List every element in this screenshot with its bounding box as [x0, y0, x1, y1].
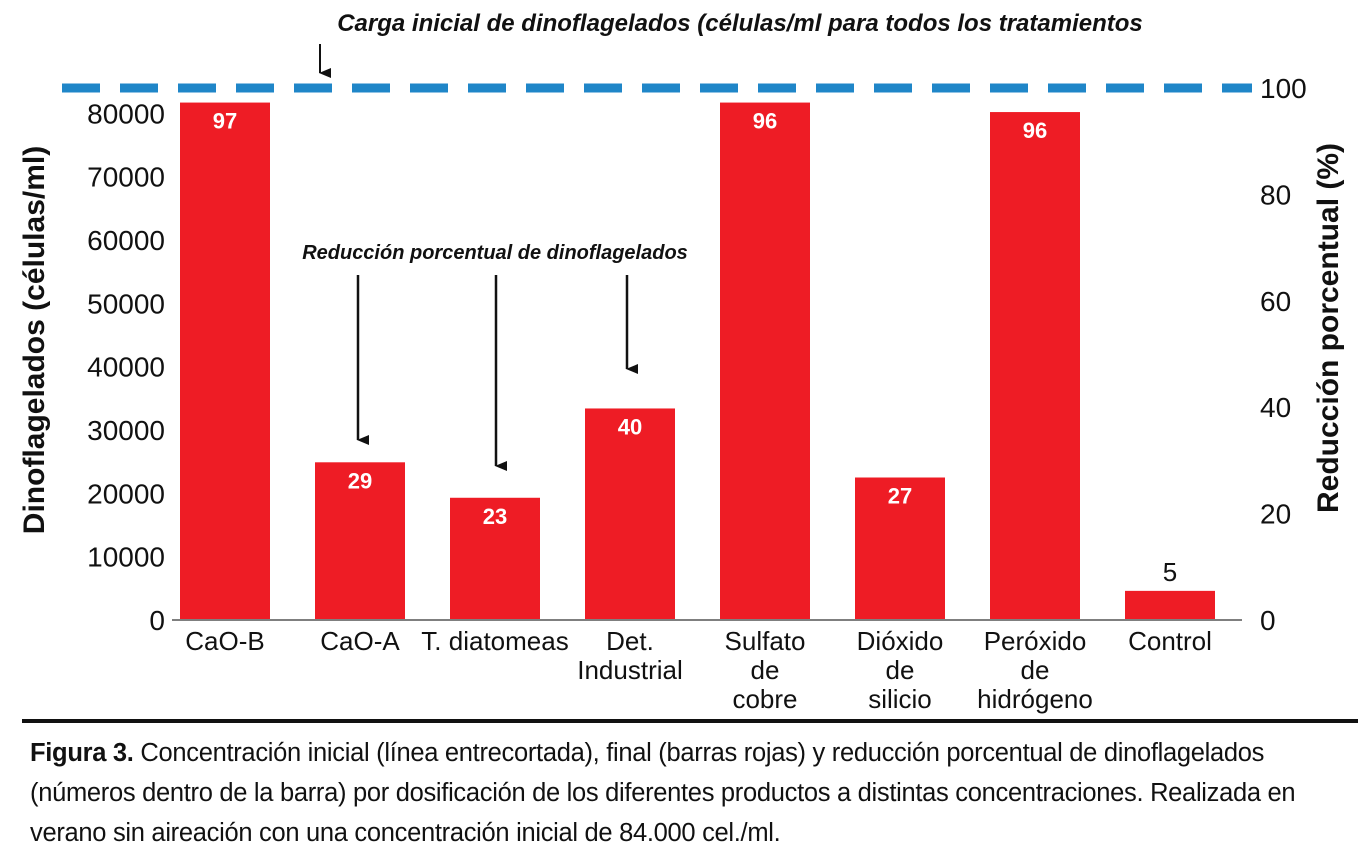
data-label-6: 96: [1023, 118, 1047, 143]
figure-caption: Figura 3. Concentración inicial (línea e…: [30, 733, 1340, 853]
y2-tick-label-2: 40: [1260, 392, 1291, 423]
y-axis-left-title: Dinoflagelados (células/ml): [18, 146, 51, 534]
data-label-2: 23: [483, 504, 507, 529]
x-tick-label-5-2: silicio: [868, 684, 932, 714]
data-label-4: 96: [753, 109, 777, 134]
y2-tick-label-5: 100: [1260, 73, 1307, 104]
bar-6: [990, 112, 1080, 621]
x-tick-label-6-0: Peróxido: [984, 626, 1087, 656]
bar-7: [1125, 590, 1215, 620]
y-tick-label-3: 30000: [87, 415, 165, 446]
bar-1: [315, 462, 405, 620]
x-tick-label-3-0: Det.: [606, 626, 654, 656]
data-label-7: 5: [1163, 557, 1177, 587]
y-tick-label-6: 60000: [87, 225, 165, 256]
y2-tick-label-1: 20: [1260, 499, 1291, 530]
y-axis-right: 0 20 40 60 80 100: [1260, 73, 1307, 636]
y2-tick-label-0: 0: [1260, 605, 1276, 636]
bar-3: [585, 408, 675, 620]
caption-lead: Figura 3.: [30, 739, 134, 767]
data-label-1: 29: [348, 468, 372, 493]
x-tick-label-5-0: Dióxido: [857, 626, 944, 656]
caption-text: Concentración inicial (línea entrecortad…: [30, 739, 1296, 847]
y-axis-left: 0 10000 20000 30000 40000 50000 60000 70000 8000…: [87, 98, 165, 636]
y-tick-label-4: 40000: [87, 352, 165, 383]
x-tick-label-6-2: hidrógeno: [977, 684, 1093, 714]
y-tick-label-8: 80000: [87, 98, 165, 129]
y-tick-label-5: 50000: [87, 288, 165, 319]
y-tick-label-0: 0: [149, 605, 165, 636]
x-tick-label-3-1: Industrial: [577, 655, 683, 685]
data-label-0: 97: [213, 109, 237, 134]
x-tick-label-4-1: de: [751, 655, 780, 685]
y-axis-right-title: Reducción porcentual (%): [1312, 143, 1345, 513]
data-label-5: 27: [888, 484, 912, 509]
reduction-annotation: Reducción porcentual de dinoflagelados: [302, 242, 688, 264]
x-tick-label-4-0: Sulfato: [725, 626, 806, 656]
bar-4: [720, 102, 810, 621]
y2-tick-label-3: 60: [1260, 286, 1291, 317]
y2-tick-label-4: 80: [1260, 179, 1291, 210]
x-tick-label-5-1: de: [886, 655, 915, 685]
bar-5: [855, 477, 945, 620]
caption-divider: [22, 719, 1358, 723]
bar-0: [180, 102, 270, 621]
y-tick-label-2: 20000: [87, 478, 165, 509]
x-tick-label-7-0: Control: [1128, 626, 1212, 656]
bars-group: 97 29 23 40 96 27 96 5: [180, 102, 1215, 621]
data-label-3: 40: [618, 414, 642, 439]
y-tick-label-1: 10000: [87, 542, 165, 573]
initial-load-annotation: Carga inicial de dinoflagelados (células…: [337, 10, 1143, 37]
x-tick-label-2-0: T. diatomeas: [421, 626, 568, 656]
bar-2: [450, 497, 540, 620]
x-axis-labels: CaO-B CaO-A T. diatomeas Det.Industrial Sulf…: [185, 626, 1212, 714]
x-tick-label-4-2: cobre: [732, 684, 797, 714]
x-tick-label-1-0: CaO-A: [320, 626, 400, 656]
x-tick-label-0-0: CaO-B: [185, 626, 264, 656]
bar-chart: 97 29 23 40 96 27 96 5 0 10000 20000 30000 40000 500…: [18, 10, 1345, 714]
x-tick-label-6-1: de: [1021, 655, 1050, 685]
y-tick-label-7: 70000: [87, 162, 165, 193]
